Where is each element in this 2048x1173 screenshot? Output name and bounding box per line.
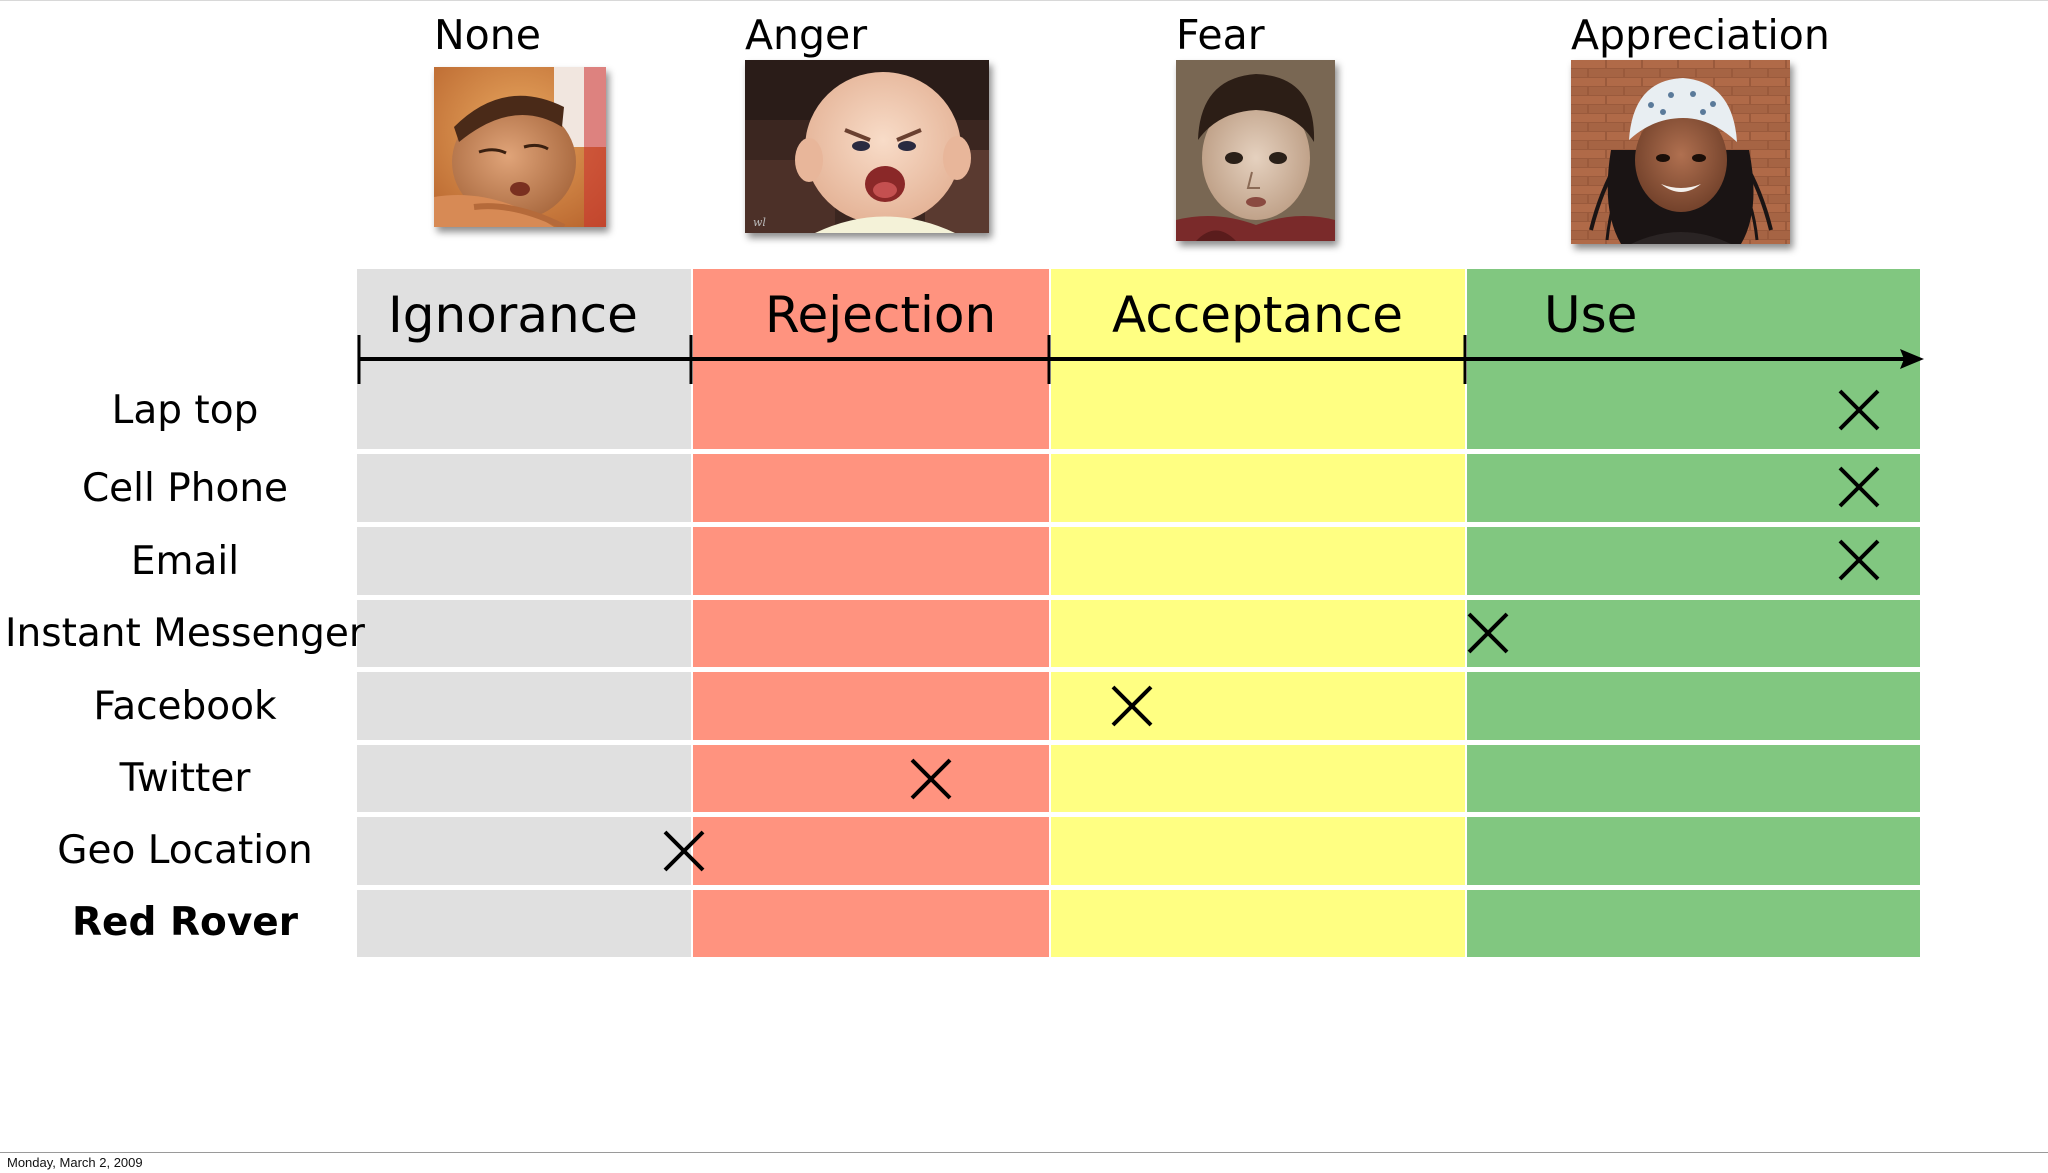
grid-column-separator [691,269,693,957]
sleeping-child-photo [434,67,606,227]
row-label-twitter: Twitter [119,756,251,801]
x-mark-icon [1111,685,1153,727]
stage-label-rejection: Rejection [765,286,997,344]
x-mark-icon [663,830,705,872]
grid-row-separator [357,740,1920,745]
row-label-lap-top: Lap top [111,388,259,433]
smiling-girl-photo [1571,60,1790,244]
row-label-red-rover: Red Rover [72,900,298,945]
x-mark-icon [1838,466,1880,508]
emotion-label-fear: Fear [1176,11,1265,59]
row-label-geo-location: Geo Location [57,828,313,873]
stage-label-acceptance: Acceptance [1112,286,1403,344]
grid-row-separator [357,522,1920,527]
footer-date: Monday, March 2, 2009 [7,1155,143,1170]
frightened-boy-photo [1176,60,1335,241]
band-acceptance [1050,269,1466,957]
emotion-label-none: None [434,11,541,59]
grid-row-separator [357,667,1920,672]
axis-arrow-icon [1900,349,1924,369]
x-mark-icon [910,758,952,800]
grid-row-separator [357,449,1920,454]
grid-column-separator [1465,269,1467,957]
stage-label-use: Use [1544,286,1638,344]
stage-label-ignorance: Ignorance [388,286,638,344]
grid-column-separator [1049,269,1051,957]
row-label-instant-messenger: Instant Messenger [5,611,365,656]
row-label-email: Email [130,539,240,584]
row-label-cell-phone: Cell Phone [81,466,289,511]
band-use [1466,269,1920,957]
x-mark-icon [1838,539,1880,581]
svg-text:wl: wl [753,216,766,229]
x-mark-icon [1467,612,1508,654]
x-mark-icon [1838,389,1880,431]
band-ignorance [357,269,692,957]
emotion-label-appreciation: Appreciation [1571,11,1830,59]
footer: Monday, March 2, 2009 [0,1153,2048,1173]
band-rejection [692,269,1050,957]
emotion-label-anger: Anger [745,11,868,59]
grid-row-separator [357,885,1920,890]
grid-row-separator [357,595,1920,600]
row-label-facebook: Facebook [93,684,277,729]
grid-row-separator [357,812,1920,817]
angry-baby-photo: wl [745,60,989,233]
